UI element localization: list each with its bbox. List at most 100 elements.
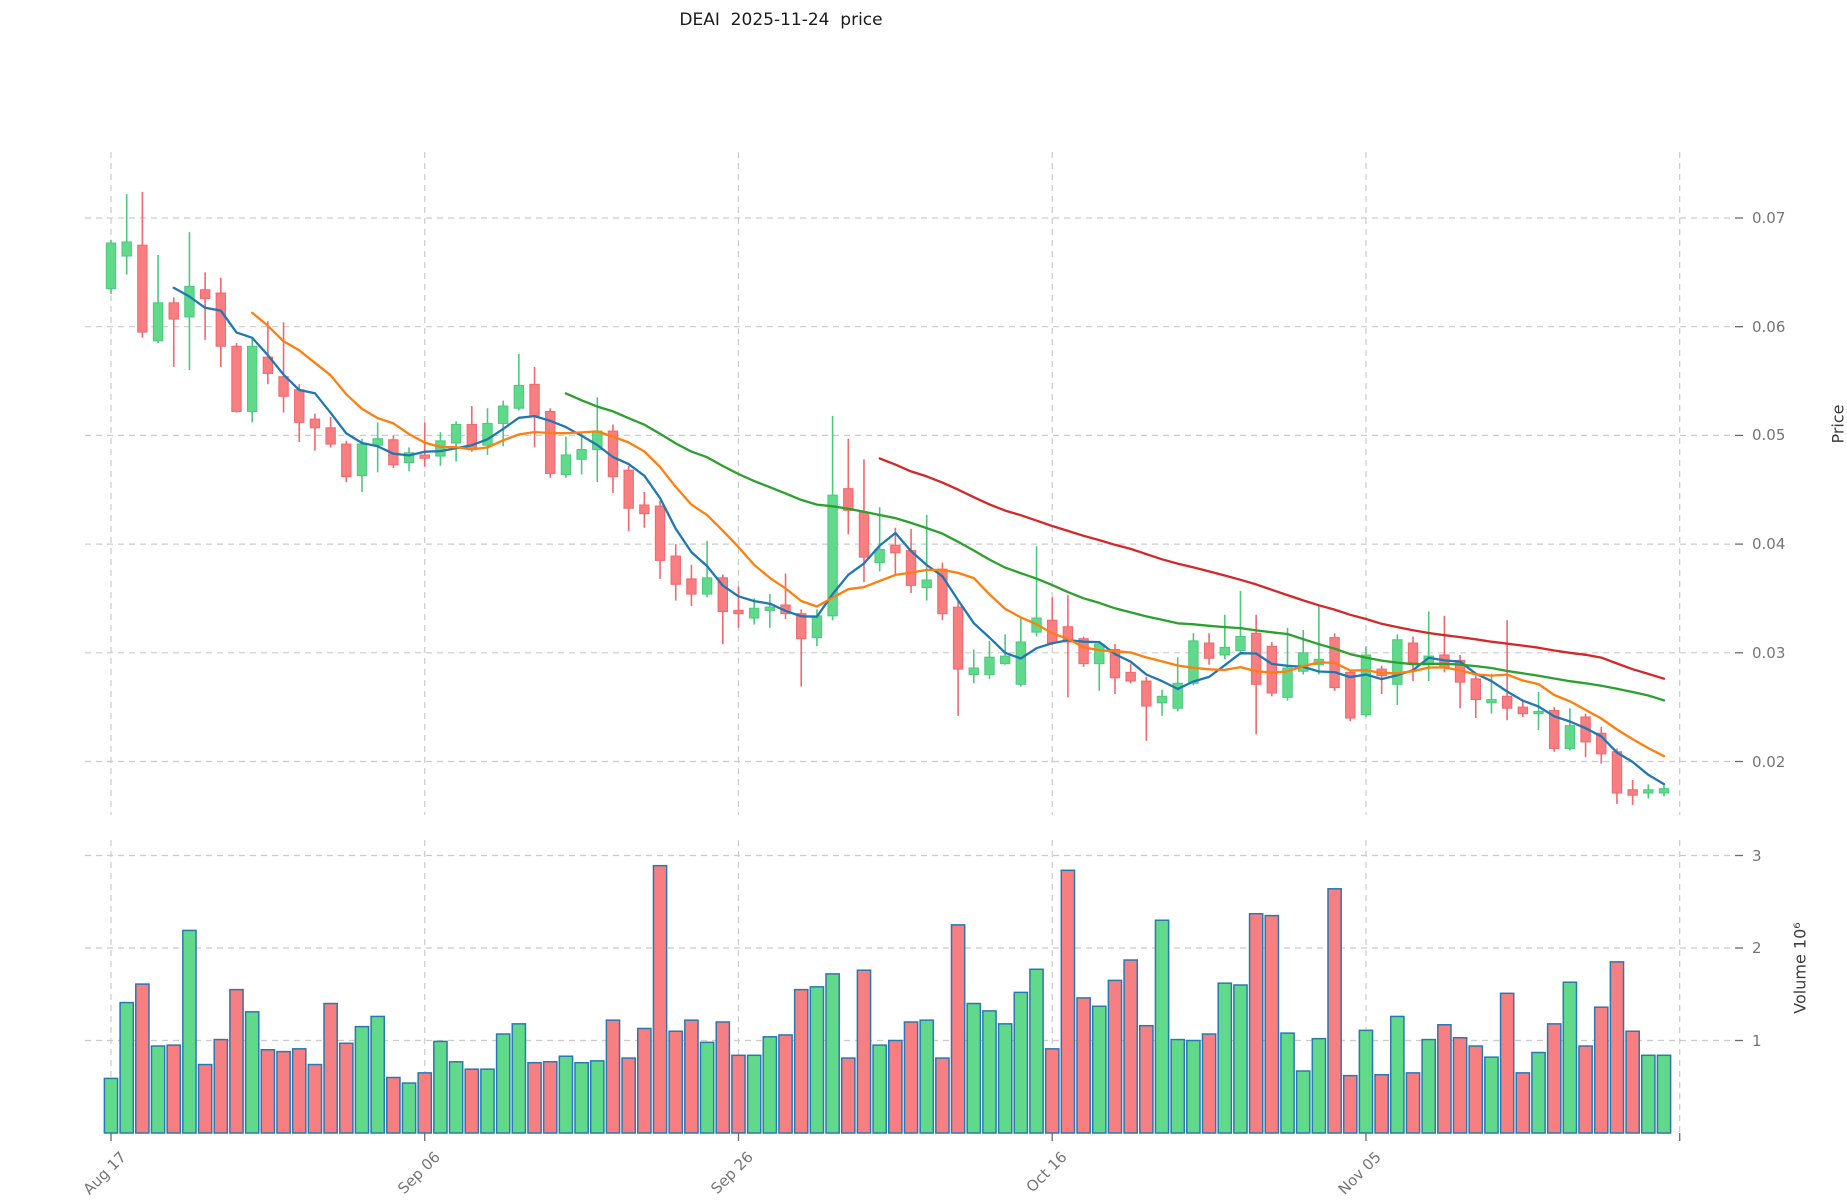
candle-body: [121, 241, 132, 257]
candle-body: [1219, 646, 1230, 656]
volume-bar: [150, 1045, 166, 1134]
volume-bar: [1342, 1074, 1358, 1134]
volume-bar: [558, 1055, 574, 1134]
volume-bar: [1515, 1072, 1531, 1134]
volume-bar: [1609, 961, 1625, 1134]
volume-bar: [417, 1072, 433, 1134]
volume-bar: [574, 1061, 589, 1134]
candle-body: [1203, 642, 1215, 659]
candle-body: [1298, 652, 1309, 672]
price-tick-label: 0.06: [1752, 317, 1786, 336]
volume-bar: [793, 988, 809, 1134]
candle-body: [890, 544, 901, 554]
volume-bar: [1044, 1048, 1060, 1134]
candle-body: [560, 454, 572, 476]
volume-bar: [840, 1057, 856, 1134]
candle-body: [984, 656, 995, 676]
volume-tick-label: 3: [1752, 846, 1762, 865]
volume-bar: [135, 983, 150, 1134]
candle-body: [278, 376, 289, 397]
price-tick-label: 0.07: [1752, 209, 1786, 227]
candle-body: [137, 244, 148, 333]
volume-bar: [1578, 1045, 1593, 1134]
candle-body: [1172, 682, 1183, 709]
volume-bar: [1013, 991, 1029, 1134]
volume-bar: [338, 1042, 354, 1134]
volume-bar: [542, 1061, 558, 1134]
candle-body: [1611, 751, 1623, 794]
volume-bar: [731, 1054, 746, 1134]
candle-body: [215, 292, 227, 347]
candle-body: [1345, 671, 1356, 719]
candle-body: [529, 383, 540, 417]
volume-bar: [1233, 984, 1248, 1134]
volume-bar: [229, 988, 244, 1134]
candle-body: [450, 424, 462, 444]
candle-body: [325, 427, 336, 445]
volume-bar: [401, 1082, 417, 1134]
candle-body: [1188, 640, 1199, 684]
candle-body: [1062, 626, 1074, 643]
volume-bar: [1201, 1033, 1217, 1134]
volume-bar: [1437, 1024, 1452, 1134]
candle-body: [921, 579, 932, 589]
volume-bar: [1170, 1038, 1186, 1134]
volume-bar: [1389, 1015, 1405, 1134]
volume-bar: [495, 1033, 511, 1134]
candle-body: [1156, 695, 1168, 704]
volume-bar: [1531, 1051, 1546, 1134]
ma-line-5: [172, 286, 1666, 786]
candle-body: [184, 285, 195, 318]
candle-body: [1407, 642, 1419, 664]
volume-bar: [1374, 1073, 1389, 1134]
volume-bar: [213, 1038, 229, 1134]
volume-bar: [997, 1023, 1013, 1134]
candle-body: [717, 577, 728, 612]
volume-bar: [1405, 1072, 1421, 1134]
volume-bar: [448, 1061, 464, 1134]
volume-bar: [1311, 1037, 1327, 1134]
volume-bar: [903, 1021, 919, 1134]
volume-bar: [1656, 1054, 1672, 1134]
candle-body: [1109, 649, 1121, 679]
volume-bar: [1562, 981, 1578, 1134]
volume-bar: [950, 924, 966, 1134]
candle-body: [1643, 789, 1654, 794]
volume-tick-label: 2: [1752, 939, 1762, 957]
volume-bar: [166, 1044, 182, 1134]
candle-body: [105, 242, 117, 290]
candle-body: [1015, 641, 1027, 685]
volume-bar: [511, 1023, 527, 1134]
candle-body: [419, 454, 430, 459]
candle-body: [623, 469, 634, 509]
volume-bar: [276, 1050, 291, 1134]
volume-bar: [888, 1039, 903, 1134]
volume-bar: [1421, 1038, 1437, 1134]
candle-body: [952, 606, 964, 670]
volume-bar: [762, 1036, 778, 1134]
volume-bar: [1091, 1005, 1107, 1134]
volume-bar: [1452, 1036, 1468, 1134]
candle-body: [811, 615, 823, 639]
candle-body: [435, 440, 446, 457]
candle-body: [639, 504, 650, 515]
volume-bar: [1076, 997, 1091, 1134]
volume-bar: [480, 1068, 495, 1134]
price-tick-label: 0.02: [1752, 752, 1786, 771]
volume-bar: [966, 1002, 982, 1134]
volume-bar: [260, 1049, 276, 1134]
volume-bar: [244, 1011, 260, 1134]
candle-body: [796, 613, 807, 640]
candle-body: [576, 449, 587, 460]
candle-body: [497, 405, 509, 424]
candle-body: [294, 389, 305, 423]
candle-body: [654, 505, 666, 561]
volume-bar: [605, 1019, 621, 1134]
volume-bar: [684, 1019, 699, 1134]
volume-bar: [433, 1040, 448, 1134]
volume-bar: [1593, 1006, 1609, 1134]
candle-body: [701, 577, 713, 595]
volume-bar: [386, 1076, 401, 1134]
candle-body: [858, 512, 870, 558]
